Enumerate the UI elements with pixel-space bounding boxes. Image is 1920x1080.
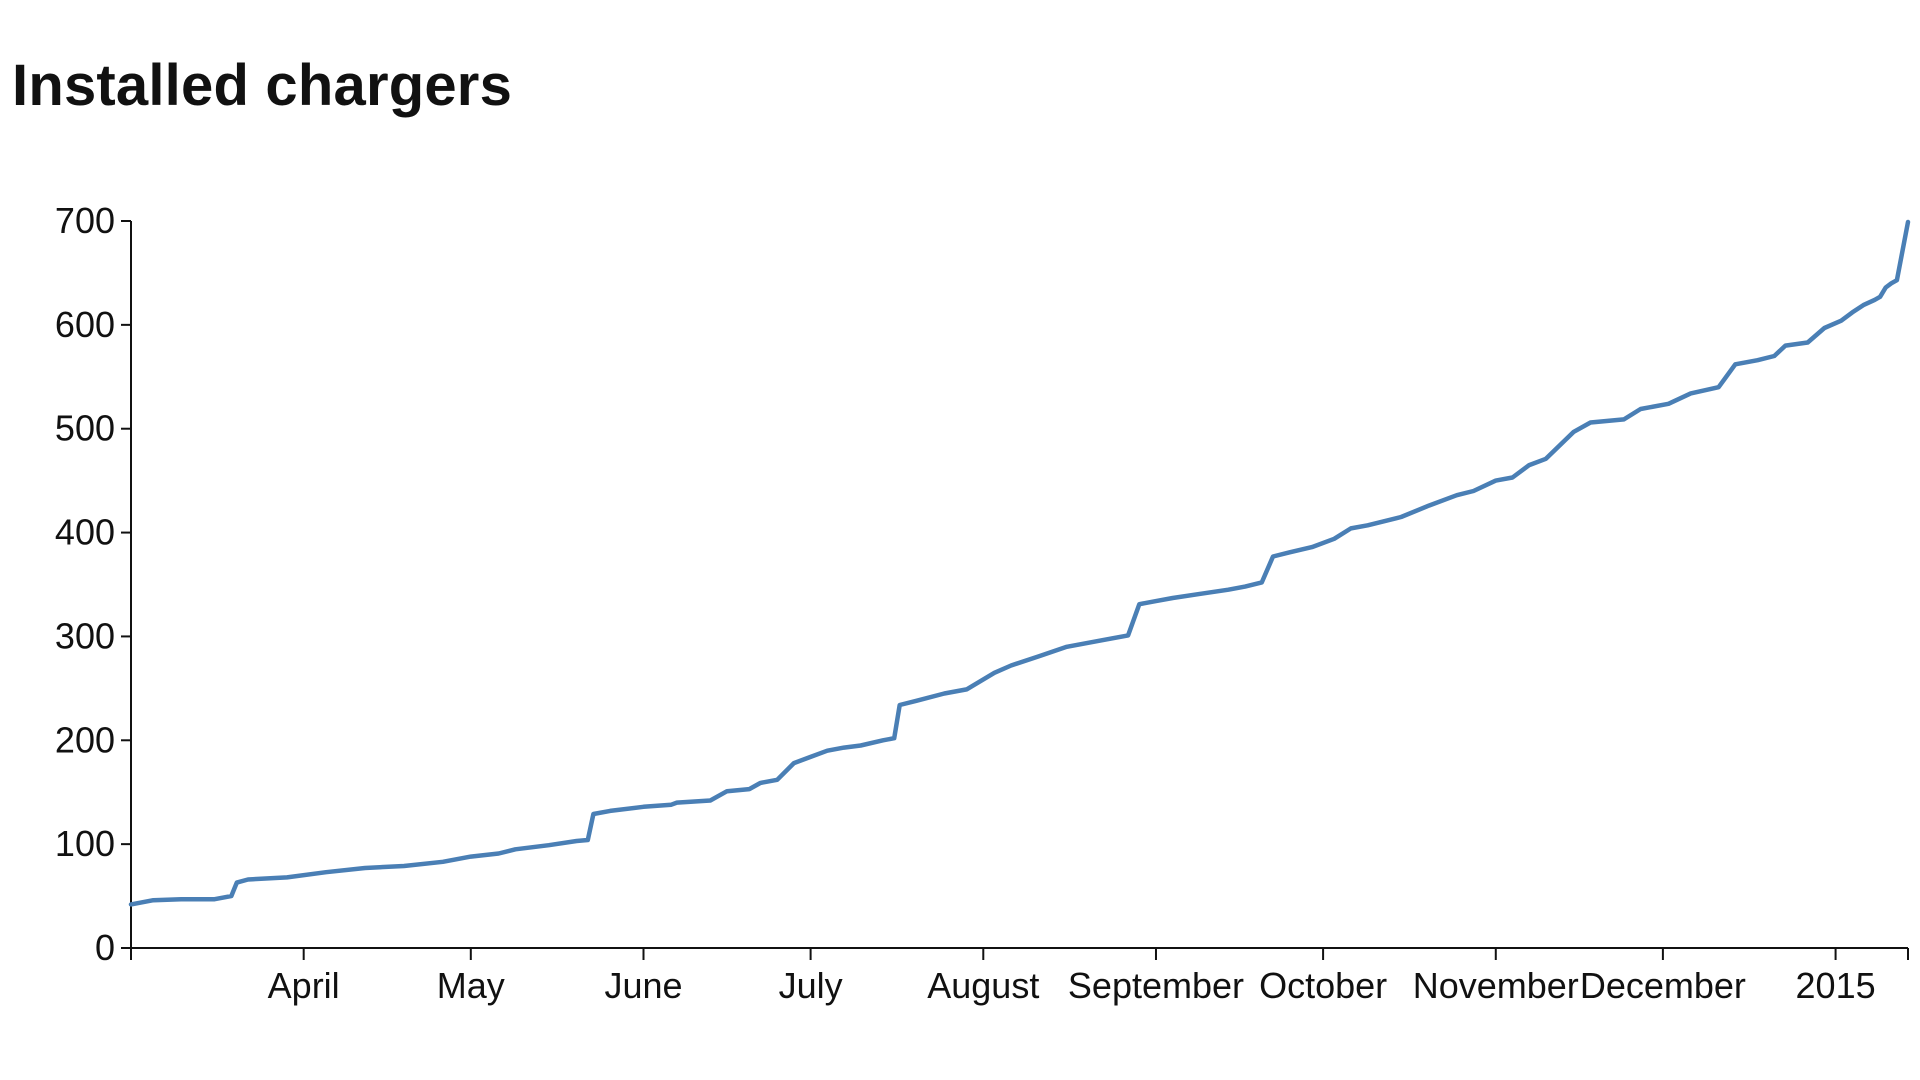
x-tick-label: 2015 xyxy=(1796,965,1876,1006)
x-axis: April May June July August September October No… xyxy=(130,947,1909,1006)
y-tick-label: 0 xyxy=(95,927,115,968)
x-tick-label: November xyxy=(1413,965,1579,1006)
x-tick-label: April xyxy=(268,965,340,1006)
y-tick-label: 100 xyxy=(55,823,115,864)
y-tick-label: 700 xyxy=(55,200,115,241)
x-tick-label: July xyxy=(779,965,843,1006)
y-tick-label: 300 xyxy=(55,615,115,656)
series-line xyxy=(128,219,1911,907)
x-tick-label: August xyxy=(927,965,1039,1006)
x-tick-label: September xyxy=(1068,965,1244,1006)
x-tick-label: June xyxy=(604,965,682,1006)
y-axis: 0 100 200 300 400 500 600 700 xyxy=(55,200,132,968)
x-tick-label: December xyxy=(1580,965,1746,1006)
y-tick-label: 400 xyxy=(55,512,115,553)
chart-title: Installed chargers xyxy=(12,53,513,118)
series-layer xyxy=(128,219,1911,907)
x-tick-label: October xyxy=(1259,965,1387,1006)
y-tick-label: 600 xyxy=(55,304,115,345)
y-tick-label: 200 xyxy=(55,719,115,760)
x-tick-label: May xyxy=(437,965,505,1006)
y-tick-label: 500 xyxy=(55,408,115,449)
